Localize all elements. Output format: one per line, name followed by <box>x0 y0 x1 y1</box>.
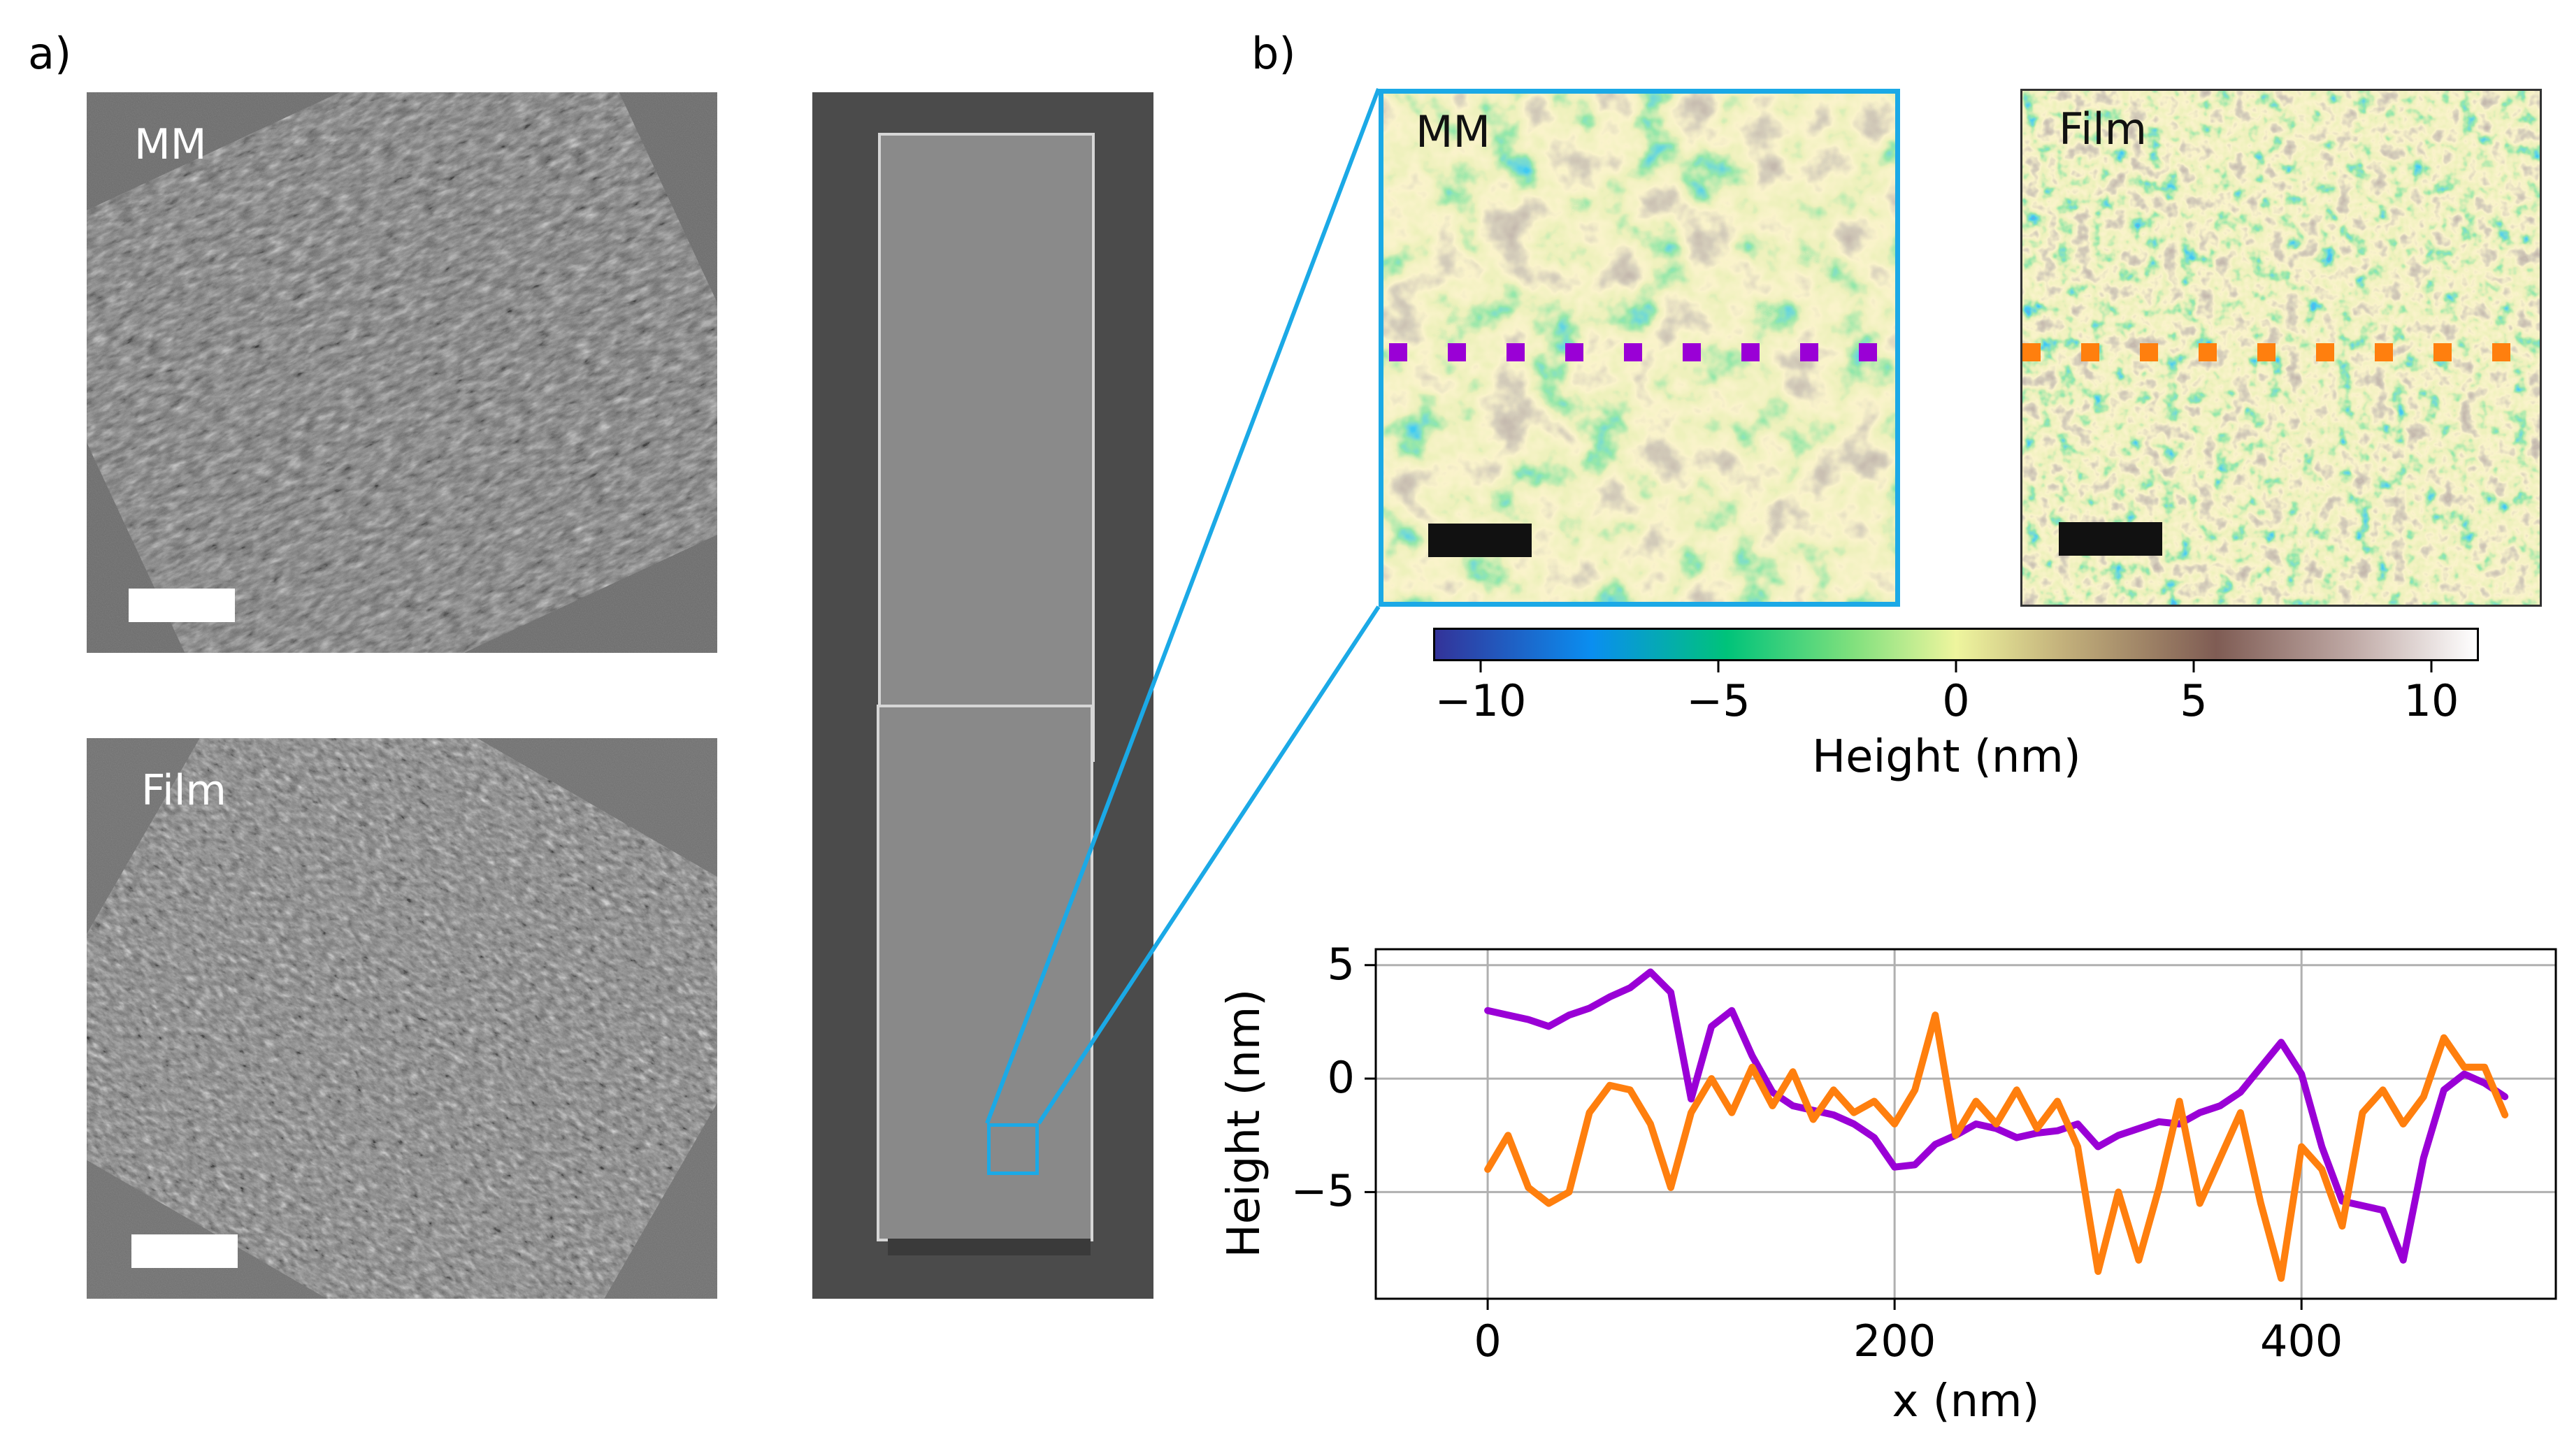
plot-frame <box>1374 948 2557 1300</box>
bar-upper <box>878 133 1095 762</box>
y-axis-title: Height (nm) <box>1218 988 1270 1258</box>
bar-lower <box>877 705 1093 1241</box>
colorbar-tick-label: −10 <box>1434 675 1527 726</box>
afm-texture-mm <box>1383 94 1895 602</box>
colorbar-gradient <box>1433 628 2479 661</box>
y-tick-label: 5 <box>1327 938 1355 990</box>
x-tick-label: 400 <box>2260 1316 2343 1367</box>
scale-bar <box>129 589 235 622</box>
scale-bar <box>131 1234 238 1268</box>
x-tick-label: 0 <box>1474 1316 1502 1367</box>
afm-texture-film <box>2022 91 2540 605</box>
colorbar-tick-label: 10 <box>2403 675 2459 726</box>
scale-bar <box>1428 524 1532 557</box>
sem-overview <box>812 92 1153 1299</box>
colorbar: −10 −5 0 5 10 <box>1433 628 2482 754</box>
sem-label-mm: MM <box>134 120 207 169</box>
y-tick-label: −5 <box>1290 1165 1355 1217</box>
panel-a-label: a) <box>28 28 72 79</box>
panel-b-label: b) <box>1251 28 1296 79</box>
sem-label-film: Film <box>141 766 226 815</box>
y-tick-label: 0 <box>1327 1052 1355 1104</box>
x-tick-label: 200 <box>1853 1316 1936 1367</box>
colorbar-tick-label: −5 <box>1686 675 1750 726</box>
scale-bar <box>2059 522 2162 556</box>
sem-texture-mm <box>87 92 717 653</box>
afm-label-film: Film <box>2059 103 2147 154</box>
afm-label-mm: MM <box>1416 106 1490 157</box>
afm-map-film: Film <box>2020 89 2542 607</box>
bar-base-debris <box>888 1239 1091 1255</box>
sem-texture-film <box>87 738 717 1299</box>
colorbar-ticks <box>1479 661 2433 672</box>
sem-image-mm: MM <box>87 92 717 653</box>
series-line-1 <box>1484 1011 2509 1282</box>
sem-image-film: Film <box>87 738 717 1299</box>
afm-map-mm: MM <box>1379 89 1900 607</box>
series-line-0 <box>1484 968 2509 1264</box>
colorbar-title: Height (nm) <box>1812 731 2081 783</box>
x-axis-title: x (nm) <box>1892 1376 2040 1427</box>
colorbar-tick-label: 5 <box>2180 675 2208 726</box>
colorbar-tick-label: 0 <box>1942 675 1970 726</box>
highlight-box <box>987 1123 1039 1175</box>
